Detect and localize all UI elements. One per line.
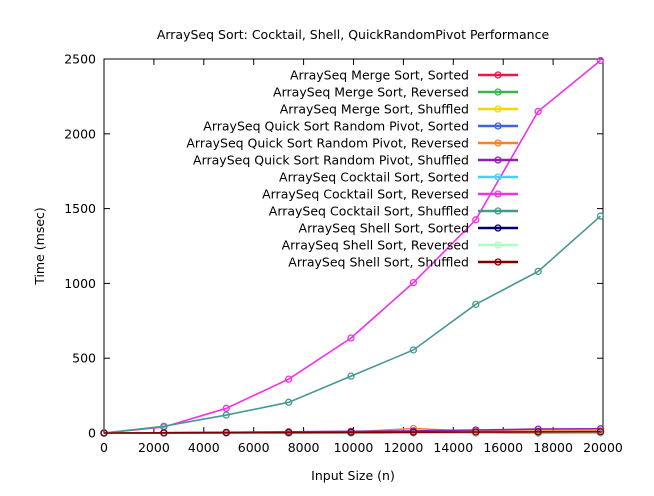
x-axis-label: Input Size (n) [311, 468, 395, 483]
y-tick-label: 2000 [64, 126, 96, 141]
chart-title: ArraySeq Sort: Cocktail, Shell, QuickRan… [157, 27, 550, 42]
legend-label: ArraySeq Quick Sort Random Pivot, Revers… [186, 136, 469, 151]
y-tick-label: 2500 [64, 52, 96, 67]
legend-label: ArraySeq Quick Sort Random Pivot, Shuffl… [193, 153, 469, 168]
x-tick-label: 16000 [483, 440, 523, 455]
x-tick-label: 14000 [433, 440, 473, 455]
x-tick-label: 2000 [138, 440, 170, 455]
y-tick-label: 1000 [64, 276, 96, 291]
legend-label: ArraySeq Merge Sort, Shuffled [280, 102, 469, 117]
legend-label: ArraySeq Quick Sort Random Pivot, Sorted [203, 119, 469, 134]
legend-label: ArraySeq Shell Sort, Shuffled [288, 255, 469, 270]
legend-label: ArraySeq Cocktail Sort, Reversed [262, 187, 469, 202]
legend: ArraySeq Merge Sort, Sorted ArraySeq Merg… [186, 68, 518, 270]
y-axis-label: Time (msec) [32, 207, 47, 286]
x-tick-label: 10000 [334, 440, 374, 455]
x-tick-label: 4000 [188, 440, 220, 455]
x-tick-label: 20000 [583, 440, 623, 455]
legend-label: ArraySeq Shell Sort, Sorted [299, 221, 469, 236]
x-tick-label: 18000 [533, 440, 573, 455]
x-tick-label: 0 [100, 440, 108, 455]
y-tick-label: 1500 [64, 201, 96, 216]
x-tick-label: 12000 [384, 440, 424, 455]
legend-label: ArraySeq Cocktail Sort, Sorted [279, 170, 469, 185]
y-tick-label: 500 [72, 351, 96, 366]
y-tick-label: 0 [88, 426, 96, 441]
x-tick-label: 6000 [238, 440, 270, 455]
legend-label: ArraySeq Shell Sort, Reversed [282, 238, 469, 253]
legend-label: ArraySeq Cocktail Sort, Shuffled [269, 204, 469, 219]
x-tick-label: 8000 [288, 440, 320, 455]
legend-label: ArraySeq Merge Sort, Reversed [273, 85, 469, 100]
legend-label: ArraySeq Merge Sort, Sorted [290, 68, 469, 83]
